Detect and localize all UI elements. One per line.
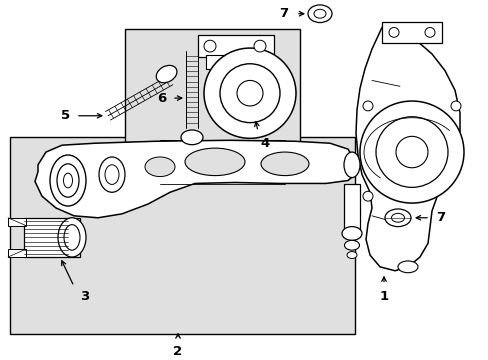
Circle shape	[375, 117, 447, 187]
Ellipse shape	[343, 152, 359, 177]
Text: 6: 6	[157, 91, 165, 105]
Circle shape	[253, 40, 265, 52]
Bar	[198, 35, 273, 57]
Circle shape	[424, 27, 434, 37]
Ellipse shape	[156, 66, 177, 83]
Polygon shape	[35, 140, 354, 218]
Circle shape	[203, 40, 216, 52]
Ellipse shape	[184, 148, 244, 176]
Circle shape	[359, 101, 463, 203]
Ellipse shape	[341, 226, 361, 240]
Text: 3: 3	[80, 291, 89, 303]
Ellipse shape	[307, 5, 331, 23]
Circle shape	[362, 191, 372, 201]
Bar	[343, 184, 359, 231]
Text: 1: 1	[379, 291, 388, 303]
Bar	[381, 22, 441, 43]
Ellipse shape	[58, 218, 86, 257]
Text: 7: 7	[435, 211, 444, 224]
Circle shape	[237, 80, 263, 106]
Circle shape	[203, 48, 295, 138]
Text: 4: 4	[260, 138, 269, 150]
Ellipse shape	[50, 155, 86, 206]
Ellipse shape	[344, 240, 359, 250]
Ellipse shape	[63, 173, 72, 188]
Ellipse shape	[391, 213, 404, 222]
Circle shape	[362, 101, 372, 111]
Circle shape	[220, 64, 280, 123]
Ellipse shape	[57, 164, 79, 197]
Bar	[205, 55, 265, 69]
Bar	[10, 138, 354, 334]
Ellipse shape	[181, 130, 203, 145]
Bar	[8, 249, 26, 257]
Ellipse shape	[346, 252, 356, 258]
Ellipse shape	[145, 157, 175, 177]
Text: 5: 5	[61, 109, 70, 122]
Bar	[8, 218, 26, 226]
Text: 2: 2	[173, 345, 182, 358]
Text: 7: 7	[278, 7, 287, 20]
Ellipse shape	[313, 9, 325, 18]
Ellipse shape	[384, 209, 410, 226]
Polygon shape	[355, 27, 459, 271]
Circle shape	[395, 136, 427, 168]
Bar	[125, 30, 299, 142]
Bar	[24, 218, 80, 257]
Ellipse shape	[261, 152, 308, 176]
Ellipse shape	[397, 261, 417, 273]
Ellipse shape	[64, 225, 80, 250]
Circle shape	[388, 27, 398, 37]
Circle shape	[450, 101, 460, 111]
Ellipse shape	[99, 157, 125, 192]
Ellipse shape	[105, 165, 119, 184]
